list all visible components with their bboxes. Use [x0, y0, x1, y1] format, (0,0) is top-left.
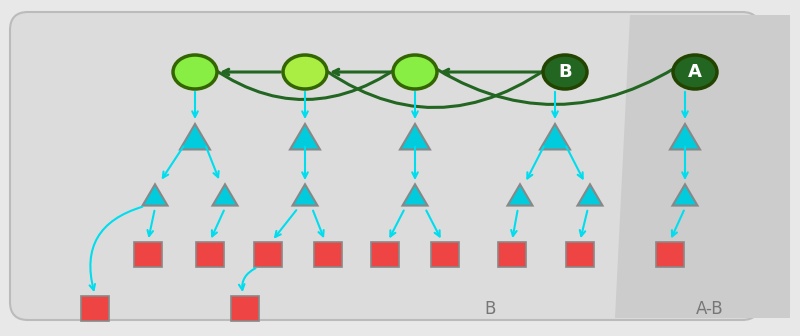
Text: A: A — [688, 63, 702, 81]
FancyBboxPatch shape — [231, 295, 259, 321]
Polygon shape — [540, 124, 570, 150]
Polygon shape — [402, 184, 427, 206]
FancyBboxPatch shape — [656, 242, 684, 266]
FancyBboxPatch shape — [254, 242, 282, 266]
Text: A-B: A-B — [696, 300, 724, 318]
Ellipse shape — [173, 55, 217, 89]
Polygon shape — [578, 184, 602, 206]
FancyBboxPatch shape — [10, 12, 760, 320]
Polygon shape — [293, 184, 318, 206]
Polygon shape — [400, 124, 430, 150]
Polygon shape — [213, 184, 238, 206]
FancyBboxPatch shape — [134, 242, 162, 266]
Polygon shape — [290, 124, 320, 150]
Ellipse shape — [283, 55, 327, 89]
FancyBboxPatch shape — [81, 295, 109, 321]
Polygon shape — [180, 124, 210, 150]
FancyBboxPatch shape — [431, 242, 459, 266]
Ellipse shape — [393, 55, 437, 89]
Text: B: B — [484, 300, 496, 318]
FancyBboxPatch shape — [498, 242, 526, 266]
Ellipse shape — [673, 55, 717, 89]
Polygon shape — [673, 184, 698, 206]
FancyBboxPatch shape — [314, 242, 342, 266]
Polygon shape — [507, 184, 533, 206]
Ellipse shape — [543, 55, 587, 89]
FancyBboxPatch shape — [196, 242, 224, 266]
Polygon shape — [615, 15, 790, 318]
FancyBboxPatch shape — [371, 242, 399, 266]
FancyBboxPatch shape — [566, 242, 594, 266]
Text: B: B — [558, 63, 572, 81]
Polygon shape — [142, 184, 167, 206]
Polygon shape — [670, 124, 700, 150]
